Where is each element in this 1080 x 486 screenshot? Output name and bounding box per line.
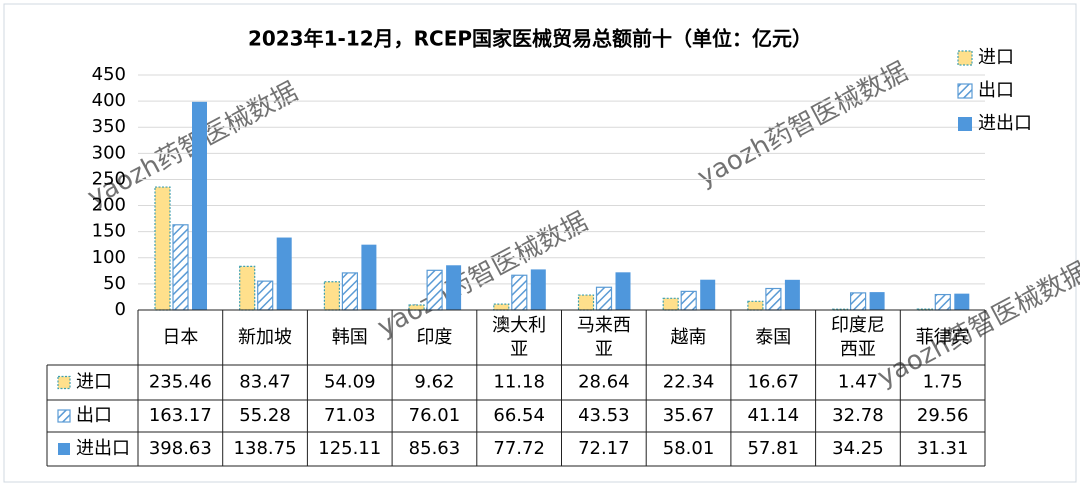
bar <box>239 265 256 311</box>
bar <box>192 101 207 310</box>
table-value: 29.56 <box>917 405 969 426</box>
table-value: 16.67 <box>747 372 799 393</box>
table-value: 11.18 <box>493 372 545 393</box>
table-value: 398.63 <box>149 438 212 459</box>
y-tick-label: 450 <box>92 64 126 85</box>
y-tick-label: 250 <box>92 168 126 189</box>
table-value: 85.63 <box>409 438 461 459</box>
table-value: 1.47 <box>838 372 878 393</box>
table-value: 34.25 <box>832 438 884 459</box>
y-tick-label: 50 <box>103 273 126 294</box>
bar <box>257 280 274 311</box>
category-label: 韩国 <box>332 327 368 348</box>
table-value: 54.09 <box>324 372 376 393</box>
table-value: 71.03 <box>324 405 376 426</box>
table-value: 32.78 <box>832 405 884 426</box>
row-header: 进出口 <box>76 438 130 459</box>
legend-swatch <box>957 83 973 99</box>
y-tick-label: 0 <box>115 299 126 320</box>
bar <box>747 300 764 311</box>
bar <box>154 186 171 311</box>
bar <box>784 279 800 310</box>
y-tick-label: 150 <box>92 221 126 242</box>
chart-title: 2023年1-12月，RCEP国家医械贸易总额前十（单位：亿元） <box>248 27 812 51</box>
legend-label: 出口 <box>978 80 1014 101</box>
bar <box>323 281 340 311</box>
bar <box>869 292 885 310</box>
table-value: 77.72 <box>493 438 545 459</box>
bar <box>511 274 528 311</box>
table-value: 28.64 <box>578 372 630 393</box>
table-value: 58.01 <box>663 438 715 459</box>
category-label: 马来西亚 <box>577 315 631 360</box>
table-value: 31.31 <box>917 438 969 459</box>
y-tick-label: 350 <box>92 116 126 137</box>
table-value: 235.46 <box>149 372 212 393</box>
legend-label: 进出口 <box>978 113 1032 134</box>
table-value: 76.01 <box>409 405 461 426</box>
bar <box>700 279 716 310</box>
legend-swatch <box>958 117 972 131</box>
table-value: 22.34 <box>663 372 715 393</box>
table-value: 163.17 <box>149 405 212 426</box>
bar <box>172 224 189 311</box>
category-label: 印度尼西亚 <box>831 315 885 360</box>
bar <box>765 287 782 311</box>
legend-swatch <box>57 375 71 390</box>
category-label: 泰国 <box>755 327 791 348</box>
bar <box>662 297 679 311</box>
bar <box>276 237 292 310</box>
table-value: 138.75 <box>234 438 297 459</box>
category-label: 越南 <box>671 327 707 348</box>
bar <box>954 293 970 310</box>
bar <box>408 304 425 311</box>
bar <box>577 294 595 311</box>
y-tick-label: 300 <box>92 142 126 163</box>
y-tick-label: 400 <box>92 90 126 111</box>
table-value: 55.28 <box>239 405 291 426</box>
table-value: 57.81 <box>747 438 799 459</box>
category-label: 日本 <box>162 327 198 348</box>
bar <box>615 272 631 310</box>
legend-swatch <box>58 443 70 455</box>
bar <box>530 269 546 310</box>
y-tick-label: 200 <box>92 195 126 216</box>
category-label: 新加坡 <box>238 327 292 348</box>
bar <box>934 293 951 311</box>
table-value: 72.17 <box>578 438 630 459</box>
table-value: 83.47 <box>239 372 291 393</box>
bar <box>849 292 867 311</box>
legend-label: 进口 <box>978 47 1014 68</box>
table-value: 9.62 <box>414 372 454 393</box>
table-value: 35.67 <box>663 405 715 426</box>
category-label: 澳大利亚 <box>492 315 546 360</box>
category-label: 印度 <box>416 327 452 348</box>
table-value: 1.75 <box>923 372 963 393</box>
bar <box>680 290 697 311</box>
table-value: 41.14 <box>747 405 799 426</box>
row-header: 进口 <box>76 372 112 393</box>
legend-swatch <box>957 50 973 66</box>
bar <box>341 272 358 311</box>
table-value: 125.11 <box>318 438 381 459</box>
bar <box>361 244 377 310</box>
y-tick-label: 100 <box>92 247 126 268</box>
legend-swatch <box>57 409 71 423</box>
table-value: 43.53 <box>578 405 630 426</box>
table-value: 66.54 <box>493 405 545 426</box>
category-label: 菲律宾 <box>916 327 970 348</box>
row-header: 出口 <box>76 405 112 426</box>
bar <box>493 303 510 311</box>
bar <box>426 269 443 311</box>
bar <box>595 286 613 311</box>
bar <box>446 265 462 310</box>
